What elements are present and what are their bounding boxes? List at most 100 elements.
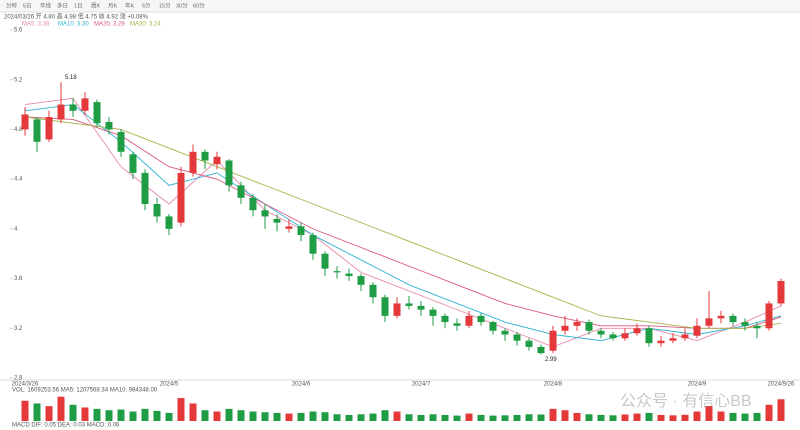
volume-bar [273, 412, 281, 421]
volume-bar [129, 411, 137, 421]
toolbar-button[interactable]: 5日 [23, 2, 32, 9]
candle-body [105, 121, 113, 130]
y-tick-label: 3.2 [14, 326, 23, 332]
candle-body [537, 346, 545, 354]
volume-bar [501, 415, 509, 421]
volume-bar [537, 414, 545, 421]
candle-body [321, 253, 329, 269]
toolbar-button[interactable]: 月K [108, 2, 118, 9]
volume-bar [369, 413, 377, 421]
candle-body [489, 322, 497, 331]
volume-bar [417, 414, 425, 421]
candle-body [777, 281, 785, 304]
price-annotation: 2.99 [545, 357, 557, 363]
ma-line [24, 116, 782, 329]
volume-bar [465, 413, 473, 421]
x-tick-label: 2024/9 [688, 382, 707, 388]
toolbar-button[interactable]: 1日 [74, 2, 83, 9]
volume-bar [693, 411, 701, 421]
volume-bar [573, 412, 581, 421]
candle-body [741, 322, 749, 326]
volume-bar [597, 414, 605, 421]
legend-entry: MA20: 3.29 [94, 22, 125, 28]
volume-bar [285, 413, 293, 421]
toolbar-button[interactable]: 多日 [57, 1, 68, 9]
toolbar-button[interactable]: 年线 [40, 1, 52, 9]
volume-bar [609, 415, 617, 421]
volume-bar [489, 415, 497, 421]
volume-bar [117, 409, 125, 421]
candle-body [477, 315, 485, 323]
toolbar-button[interactable]: 30分 [176, 1, 188, 9]
candle-body [417, 305, 425, 310]
volume-bar [525, 414, 533, 421]
toolbar-button[interactable]: 5分 [142, 1, 151, 9]
toolbar-button[interactable]: 年K [125, 1, 135, 9]
candle-body [165, 216, 173, 229]
x-tick-label: 2024/6 [292, 382, 311, 388]
candle-body [513, 334, 521, 341]
x-tick-label: 2024/7 [412, 382, 431, 388]
candle-body [729, 315, 737, 323]
volume-bar [213, 411, 221, 421]
candle-body [609, 334, 617, 339]
candle-body [561, 325, 569, 331]
volume-bar [585, 414, 593, 421]
volume-bar [309, 411, 317, 421]
macd-legend: MACD DIF: 0.05 DEA: 0.03 MACD: 0.06 [12, 423, 120, 429]
candle-body [465, 315, 473, 326]
legend-entry: MA5: 3.38 [22, 22, 50, 28]
candle-body [309, 235, 317, 254]
candle-body [525, 340, 533, 347]
candle-body [501, 330, 509, 335]
toolbar-button[interactable]: 周K [91, 2, 101, 9]
candle-body [273, 218, 281, 223]
volume-bar [729, 412, 737, 421]
x-tick-label: 2024/5 [160, 382, 179, 388]
ma-line [24, 116, 782, 329]
candle-body [237, 185, 245, 198]
volume-bar [669, 415, 677, 421]
candle-body [285, 226, 293, 229]
volume-bar [645, 412, 653, 421]
toolbar-button[interactable]: 15分 [159, 1, 171, 9]
candle-body [765, 303, 773, 329]
candle-body [261, 210, 269, 217]
volume-bar [381, 410, 389, 421]
candle-body [393, 303, 401, 316]
candle-body [249, 197, 257, 211]
candle-body [225, 160, 233, 186]
volume-bar [225, 408, 233, 421]
candle-body [597, 330, 605, 335]
volume-bar [57, 396, 65, 421]
volume-bar [405, 414, 413, 421]
volume-bar [441, 414, 449, 421]
volume-bar [201, 410, 209, 421]
candle-body [117, 131, 125, 152]
candle-body [177, 172, 185, 223]
ma-line [24, 97, 782, 348]
volume-bar [741, 413, 749, 421]
volume-bar [93, 408, 101, 421]
candle-body [141, 172, 149, 204]
candle-body [681, 334, 689, 339]
candle-body [657, 340, 665, 344]
candle-body [369, 284, 377, 298]
candle-body [381, 297, 389, 316]
candle-body [81, 98, 89, 111]
volume-bar [549, 408, 557, 421]
volume-bar [345, 414, 353, 421]
volume-bar [633, 413, 641, 421]
watermark: 公众号 · 有信心BB [620, 392, 752, 410]
y-tick-label: 3.6 [14, 276, 23, 282]
toolbar-button[interactable]: 分时 [6, 1, 18, 9]
candle-body [621, 333, 629, 339]
candle-body [345, 273, 353, 277]
volume-bar [297, 412, 305, 421]
candle-body [129, 154, 137, 173]
y-tick-label: 5.2 [14, 77, 23, 83]
toolbar-button[interactable]: 60分 [193, 1, 205, 9]
candle-body [633, 328, 641, 334]
y-tick-label: 4.4 [14, 177, 23, 183]
